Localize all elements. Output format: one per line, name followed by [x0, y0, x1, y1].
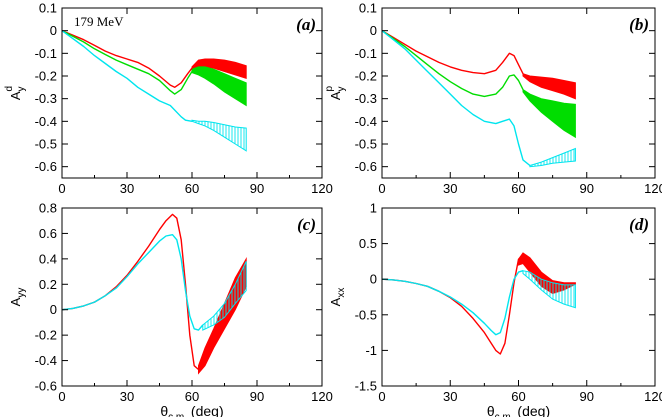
band-cyan-c: [202, 261, 247, 331]
y-tick-label: -0.4: [35, 114, 57, 129]
y-axis-label: Ayy: [8, 288, 27, 307]
energy-annotation: 179 MeV: [74, 14, 124, 29]
x-tick-label: 0: [58, 181, 65, 196]
panel-tag: (c): [297, 215, 316, 234]
band-cyan-d: [522, 270, 576, 309]
y-tick-label: -0.4: [355, 114, 377, 129]
plot-frame: [381, 207, 656, 387]
series-line-cyan-a: [61, 30, 193, 122]
x-tick-label: 30: [120, 181, 134, 196]
y-tick-label: -0.1: [355, 46, 377, 61]
y-tick-label: -0.6: [355, 159, 377, 174]
band-cyan-b: [529, 147, 576, 168]
x-tick-label: 90: [580, 389, 594, 404]
y-tick-label: -1.5: [355, 379, 377, 394]
x-tick-label: 0: [58, 389, 65, 404]
panel-tag: (d): [629, 215, 649, 234]
x-tick-label: 0: [378, 389, 385, 404]
series-line-red-d: [381, 253, 524, 355]
band-green-b: [522, 88, 576, 139]
x-tick-label: 60: [185, 389, 199, 404]
plot-frame: [381, 7, 656, 179]
x-tick-label: 0: [378, 181, 385, 196]
y-tick-label: -0.5: [355, 137, 377, 152]
x-tick-label: 120: [644, 389, 662, 404]
band-red-d: [518, 252, 576, 294]
series-line-green-b: [381, 30, 524, 98]
y-tick-label: -0.2: [355, 69, 377, 84]
y-tick-label: -1: [365, 343, 377, 358]
series-line-cyan-d: [381, 270, 524, 336]
plot-frame: [61, 207, 323, 387]
y-tick-label: -0.3: [35, 91, 57, 106]
x-tick-label: 120: [311, 389, 333, 404]
y-tick-label: 0.1: [359, 1, 377, 16]
y-axis-label: Ayp: [324, 85, 347, 100]
band-cyan-a: [191, 119, 247, 152]
y-tick-label: 0.2: [39, 277, 57, 292]
x-tick-label: 60: [511, 181, 525, 196]
y-tick-label: 1: [370, 201, 377, 216]
x-axis-label: θc.m. (deg): [487, 403, 550, 417]
series-line-red-c: [61, 213, 204, 371]
series-line-green-a: [61, 30, 193, 95]
panel-a: 0 30 60 90 120 0.1 0 -0.1 -0.2 -0.3 -0.4 -0.5 -0.6 Ay…: [4, 1, 333, 197]
x-tick-label: 30: [443, 181, 457, 196]
y-tick-label: 0.4: [39, 251, 57, 266]
x-tick-label: 90: [580, 181, 594, 196]
y-tick-label: 0.5: [359, 236, 377, 251]
y-axis-label: Ayd: [4, 86, 27, 100]
series-line-cyan-c: [61, 233, 204, 331]
series-line-cyan-b: [381, 30, 531, 167]
y-tick-label: -0.5: [35, 137, 57, 152]
y-tick-label: -0.6: [35, 159, 57, 174]
y-tick-label: 0.1: [39, 1, 57, 16]
y-tick-label: 0.8: [39, 201, 57, 216]
y-tick-label: -0.4: [35, 353, 57, 368]
x-tick-label: 90: [250, 389, 264, 404]
x-tick-label: 90: [250, 181, 264, 196]
panel-d: 0 30 60 90 120 1 0.5 0 -0.5 -1 -1.5 Axx θc.m. (deg) (…: [328, 201, 662, 417]
y-tick-label: 0: [370, 272, 377, 287]
y-tick-label: -0.2: [35, 328, 57, 343]
x-tick-label: 120: [311, 181, 333, 196]
y-axis-label: Axx: [328, 288, 347, 307]
panel-b: 0 30 60 90 120 0.1 0 -0.1 -0.2 -0.3 -0.4 -0.5 -0.6 Ay…: [324, 1, 662, 197]
x-tick-label: 30: [120, 389, 134, 404]
y-tick-label: -0.6: [35, 379, 57, 394]
y-tick-label: -0.1: [35, 46, 57, 61]
y-tick-label: -0.5: [355, 307, 377, 322]
panel-c: 0 30 60 90 120 0.8 0.6 0.4 0.2 0 -0.2 -0.4 -0.6 Ayy θc…: [8, 201, 333, 417]
y-tick-label: -0.2: [35, 69, 57, 84]
series-line-red-b: [381, 30, 524, 75]
y-tick-label: 0: [370, 23, 377, 38]
y-tick-label: -0.3: [355, 91, 377, 106]
x-tick-label: 60: [511, 389, 525, 404]
x-tick-label: 30: [443, 389, 457, 404]
y-tick-label: 0: [50, 302, 57, 317]
band-red-b: [522, 73, 576, 100]
x-tick-label: 120: [644, 181, 662, 196]
y-tick-label: 0: [50, 23, 57, 38]
y-tick-label: 0.6: [39, 226, 57, 241]
band-green-a: [191, 66, 247, 107]
panel-tag: (a): [296, 15, 316, 34]
plot-frame: [61, 7, 323, 179]
x-tick-label: 60: [185, 181, 199, 196]
x-axis-label: θc.m. (deg): [160, 403, 223, 417]
panel-tag: (b): [629, 15, 649, 34]
series-line-red-a: [61, 30, 193, 89]
